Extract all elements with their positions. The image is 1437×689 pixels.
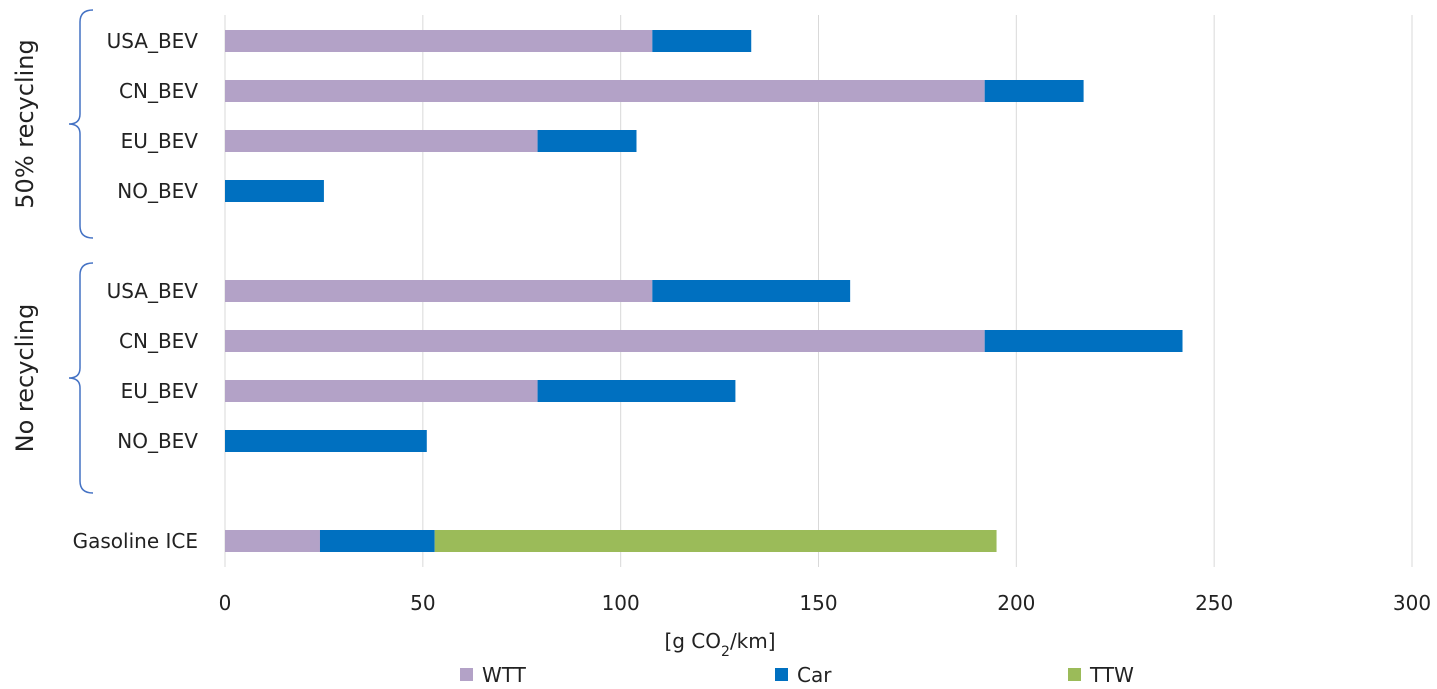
legend-label-ttw: TTW bbox=[1089, 663, 1134, 687]
category-label: EU_BEV bbox=[121, 129, 199, 153]
category-label: CN_BEV bbox=[119, 79, 198, 103]
x-tick-label: 100 bbox=[602, 591, 640, 615]
category-label: EU_BEV bbox=[121, 379, 199, 403]
legend: WTT Car TTW bbox=[460, 663, 1134, 687]
bar-segment-wtt bbox=[225, 330, 985, 352]
bar-segment-car bbox=[319, 530, 435, 552]
bar-segment-ttw bbox=[434, 530, 997, 552]
bar-segment-car bbox=[984, 330, 1183, 352]
category-label: USA_BEV bbox=[107, 279, 199, 303]
bar-segment-wtt bbox=[225, 30, 653, 52]
bar-segment-wtt bbox=[225, 130, 538, 152]
category-label: Gasoline ICE bbox=[73, 529, 198, 553]
category-label: CN_BEV bbox=[119, 329, 198, 353]
group-bracket bbox=[68, 262, 94, 494]
bar-segment-car bbox=[652, 280, 851, 302]
bar-segment-car bbox=[652, 30, 752, 52]
category-label: NO_BEV bbox=[117, 179, 198, 203]
group-bracket bbox=[68, 9, 94, 239]
x-tick-label: 200 bbox=[997, 591, 1035, 615]
legend-swatch-car bbox=[775, 668, 788, 681]
group-label: 50% recycling bbox=[11, 39, 39, 208]
bar-segment-wtt bbox=[225, 280, 653, 302]
category-label: NO_BEV bbox=[117, 429, 198, 453]
x-tick-label: 150 bbox=[799, 591, 837, 615]
legend-swatch-wtt bbox=[460, 668, 473, 681]
category-label: USA_BEV bbox=[107, 29, 199, 53]
legend-swatch-ttw bbox=[1068, 668, 1081, 681]
bar-segment-car bbox=[225, 430, 427, 452]
x-tick-label: 300 bbox=[1393, 591, 1431, 615]
bar-segment-car bbox=[984, 80, 1084, 102]
x-tick-label: 0 bbox=[219, 591, 232, 615]
group-brackets: 50% recycling No recycling bbox=[11, 9, 94, 494]
x-tick-labels: 0 50 100 150 200 250 300 bbox=[219, 591, 1431, 615]
bars bbox=[225, 30, 1183, 552]
bar-segment-wtt bbox=[225, 530, 320, 552]
x-tick-label: 250 bbox=[1195, 591, 1233, 615]
bar-segment-wtt bbox=[225, 80, 985, 102]
bar-segment-car bbox=[225, 180, 324, 202]
category-labels: USA_BEV CN_BEV EU_BEV NO_BEV USA_BEV CN_BEV EU… bbox=[73, 29, 199, 553]
x-axis-title: [g CO2/km] bbox=[664, 629, 775, 660]
bar-segment-wtt bbox=[225, 380, 538, 402]
group-label: No recycling bbox=[11, 304, 39, 453]
bar-segment-car bbox=[537, 130, 637, 152]
x-tick-label: 50 bbox=[410, 591, 435, 615]
bar-segment-car bbox=[537, 380, 736, 402]
legend-label-wtt: WTT bbox=[482, 663, 527, 687]
legend-label-car: Car bbox=[797, 663, 832, 687]
